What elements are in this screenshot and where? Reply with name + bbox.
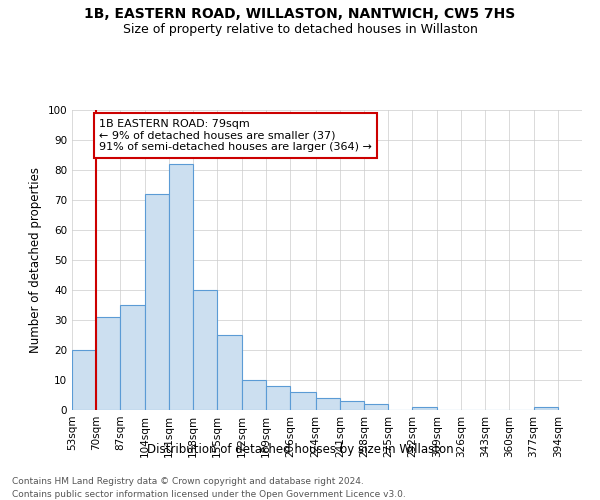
Bar (266, 386, 290, 410)
Bar (217, 335, 242, 410)
Bar (364, 404, 388, 410)
Text: Size of property relative to detached houses in Willaston: Size of property relative to detached ho… (122, 22, 478, 36)
Y-axis label: Number of detached properties: Number of detached properties (29, 167, 42, 353)
Bar (316, 398, 340, 410)
Text: Distribution of detached houses by size in Willaston: Distribution of detached houses by size … (146, 442, 454, 456)
Bar (145, 194, 169, 410)
Text: 1B, EASTERN ROAD, WILLASTON, NANTWICH, CW5 7HS: 1B, EASTERN ROAD, WILLASTON, NANTWICH, C… (85, 8, 515, 22)
Bar (121, 305, 145, 410)
Bar (169, 164, 193, 410)
Text: Contains public sector information licensed under the Open Government Licence v3: Contains public sector information licen… (12, 490, 406, 499)
Bar (193, 290, 217, 410)
Bar (412, 407, 437, 410)
Bar (290, 392, 316, 410)
Text: Contains HM Land Registry data © Crown copyright and database right 2024.: Contains HM Land Registry data © Crown c… (12, 478, 364, 486)
Bar (242, 380, 266, 410)
Text: 1B EASTERN ROAD: 79sqm
← 9% of detached houses are smaller (37)
91% of semi-deta: 1B EASTERN ROAD: 79sqm ← 9% of detached … (99, 119, 372, 152)
Bar (72, 350, 96, 410)
Bar (96, 317, 121, 410)
Bar (340, 401, 364, 410)
Bar (533, 407, 558, 410)
